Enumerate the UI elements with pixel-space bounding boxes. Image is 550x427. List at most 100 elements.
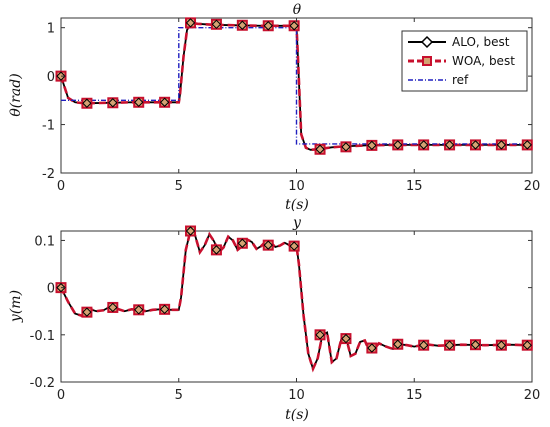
woa-marker bbox=[133, 96, 145, 108]
legend-label-alo: ALO, best bbox=[452, 35, 510, 49]
x-tick-label: 15 bbox=[406, 388, 423, 403]
alo-marker bbox=[470, 340, 481, 350]
plot-y-title: y bbox=[292, 215, 302, 231]
x-tick-label: 10 bbox=[288, 179, 305, 194]
alo-marker bbox=[289, 21, 299, 31]
alo-marker bbox=[263, 21, 273, 31]
y-tick-label: 1 bbox=[47, 22, 55, 37]
alo-marker bbox=[496, 340, 507, 350]
alo-marker bbox=[263, 240, 273, 250]
y-tick-label: 0 bbox=[47, 70, 55, 85]
alo-marker bbox=[56, 282, 66, 293]
woa-marker bbox=[495, 139, 507, 151]
alo-marker bbox=[418, 340, 429, 350]
alo-marker bbox=[315, 144, 325, 154]
series-line-woa bbox=[59, 227, 530, 373]
woa-marker bbox=[366, 139, 378, 151]
series-line-woa bbox=[59, 21, 530, 152]
x-tick-label: 5 bbox=[175, 179, 183, 194]
alo-marker bbox=[393, 140, 403, 150]
x-tick-label: 0 bbox=[57, 388, 65, 403]
legend-label-woa: WOA, best bbox=[452, 54, 515, 68]
woa-marker bbox=[469, 339, 481, 351]
alo-marker bbox=[211, 245, 222, 255]
alo-marker bbox=[159, 304, 170, 315]
woa-marker bbox=[81, 97, 93, 109]
alo-marker bbox=[522, 340, 532, 350]
y-tick-label: -0.2 bbox=[30, 376, 55, 391]
y-tick-label: 0 bbox=[47, 282, 55, 297]
woa-marker bbox=[314, 143, 326, 155]
alo-marker bbox=[185, 18, 196, 28]
woa-marker bbox=[314, 329, 326, 341]
woa-marker bbox=[495, 339, 507, 351]
alo-marker bbox=[237, 238, 248, 248]
series-line-ref bbox=[61, 27, 530, 145]
woa-marker bbox=[210, 18, 222, 30]
alo-marker bbox=[211, 19, 222, 30]
woa-marker bbox=[185, 225, 197, 237]
plot-y-ylabel: y(m) bbox=[8, 290, 24, 323]
alo-marker bbox=[289, 241, 299, 251]
woa-marker bbox=[288, 240, 300, 252]
legend-item-woa: WOA, best bbox=[408, 54, 515, 68]
x-tick-label: 20 bbox=[524, 179, 541, 194]
alo-marker bbox=[367, 343, 377, 353]
y-tick-label: -2 bbox=[42, 167, 55, 182]
woa-marker bbox=[469, 139, 481, 151]
x-tick-label: 15 bbox=[406, 179, 423, 194]
alo-marker bbox=[315, 330, 325, 340]
square-marker-icon bbox=[422, 56, 432, 66]
woa-marker bbox=[366, 342, 378, 354]
alo-marker bbox=[341, 333, 351, 344]
y-tick-label: -1 bbox=[42, 119, 55, 134]
woa-marker bbox=[418, 139, 430, 151]
woa-marker bbox=[262, 20, 274, 32]
alo-marker bbox=[82, 98, 92, 108]
alo-marker bbox=[522, 140, 532, 150]
woa-marker bbox=[236, 237, 248, 249]
woa-marker bbox=[159, 303, 171, 315]
alo-marker bbox=[367, 140, 377, 151]
plot-theta-xlabel: t(s) bbox=[285, 197, 309, 213]
woa-marker bbox=[236, 19, 248, 31]
alo-marker bbox=[134, 97, 144, 107]
alo-marker bbox=[185, 226, 196, 236]
woa-marker bbox=[340, 333, 352, 345]
plot-theta-marks bbox=[55, 17, 533, 155]
alo-marker bbox=[393, 339, 403, 349]
woa-marker bbox=[262, 239, 274, 251]
woa-marker bbox=[392, 139, 404, 151]
woa-marker bbox=[107, 97, 119, 109]
woa-marker bbox=[210, 244, 222, 256]
woa-marker bbox=[340, 141, 352, 153]
plot-y-marks bbox=[55, 225, 533, 373]
plot-y: y 0 5 10 15 20 0.1 0 -0.1 -0.2 t(s) y(m) bbox=[8, 215, 540, 423]
alo-marker bbox=[444, 140, 455, 150]
woa-marker bbox=[81, 306, 93, 318]
legend-item-ref: ref bbox=[408, 73, 469, 87]
diamond-marker-icon bbox=[420, 35, 434, 49]
alo-marker bbox=[470, 140, 481, 150]
alo-marker bbox=[108, 98, 118, 108]
alo-marker bbox=[418, 140, 429, 150]
x-tick-label: 0 bbox=[57, 179, 65, 194]
plot-y-ticks: 0 5 10 15 20 0.1 0 -0.1 -0.2 bbox=[30, 231, 540, 403]
alo-marker bbox=[496, 140, 507, 150]
plot-theta-ylabel: θ(rad) bbox=[8, 73, 24, 116]
woa-marker bbox=[521, 339, 533, 351]
alo-marker bbox=[341, 142, 351, 152]
woa-marker bbox=[444, 339, 456, 351]
alo-marker bbox=[82, 307, 92, 317]
alo-marker bbox=[444, 340, 455, 350]
legend-item-alo: ALO, best bbox=[408, 35, 510, 49]
woa-marker bbox=[133, 304, 145, 316]
woa-marker bbox=[418, 339, 430, 351]
alo-marker bbox=[56, 71, 66, 81]
legend-label-ref: ref bbox=[452, 73, 469, 87]
plot-y-xlabel: t(s) bbox=[285, 407, 309, 423]
woa-marker bbox=[288, 20, 300, 32]
